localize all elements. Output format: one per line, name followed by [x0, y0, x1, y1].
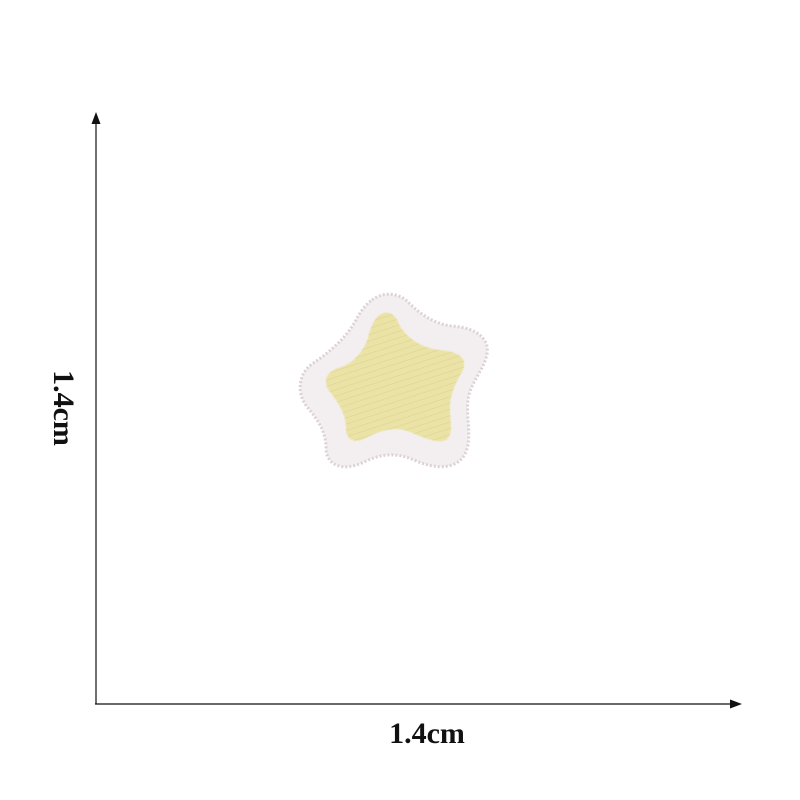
- height-dimension-label: 1.4cm: [47, 370, 80, 446]
- width-dimension-label: 1.4cm: [389, 717, 465, 750]
- horizontal-dimension-arrow: [95, 699, 742, 709]
- vertical-dimension-arrow: [91, 112, 101, 704]
- star-patch-icon: [298, 292, 489, 469]
